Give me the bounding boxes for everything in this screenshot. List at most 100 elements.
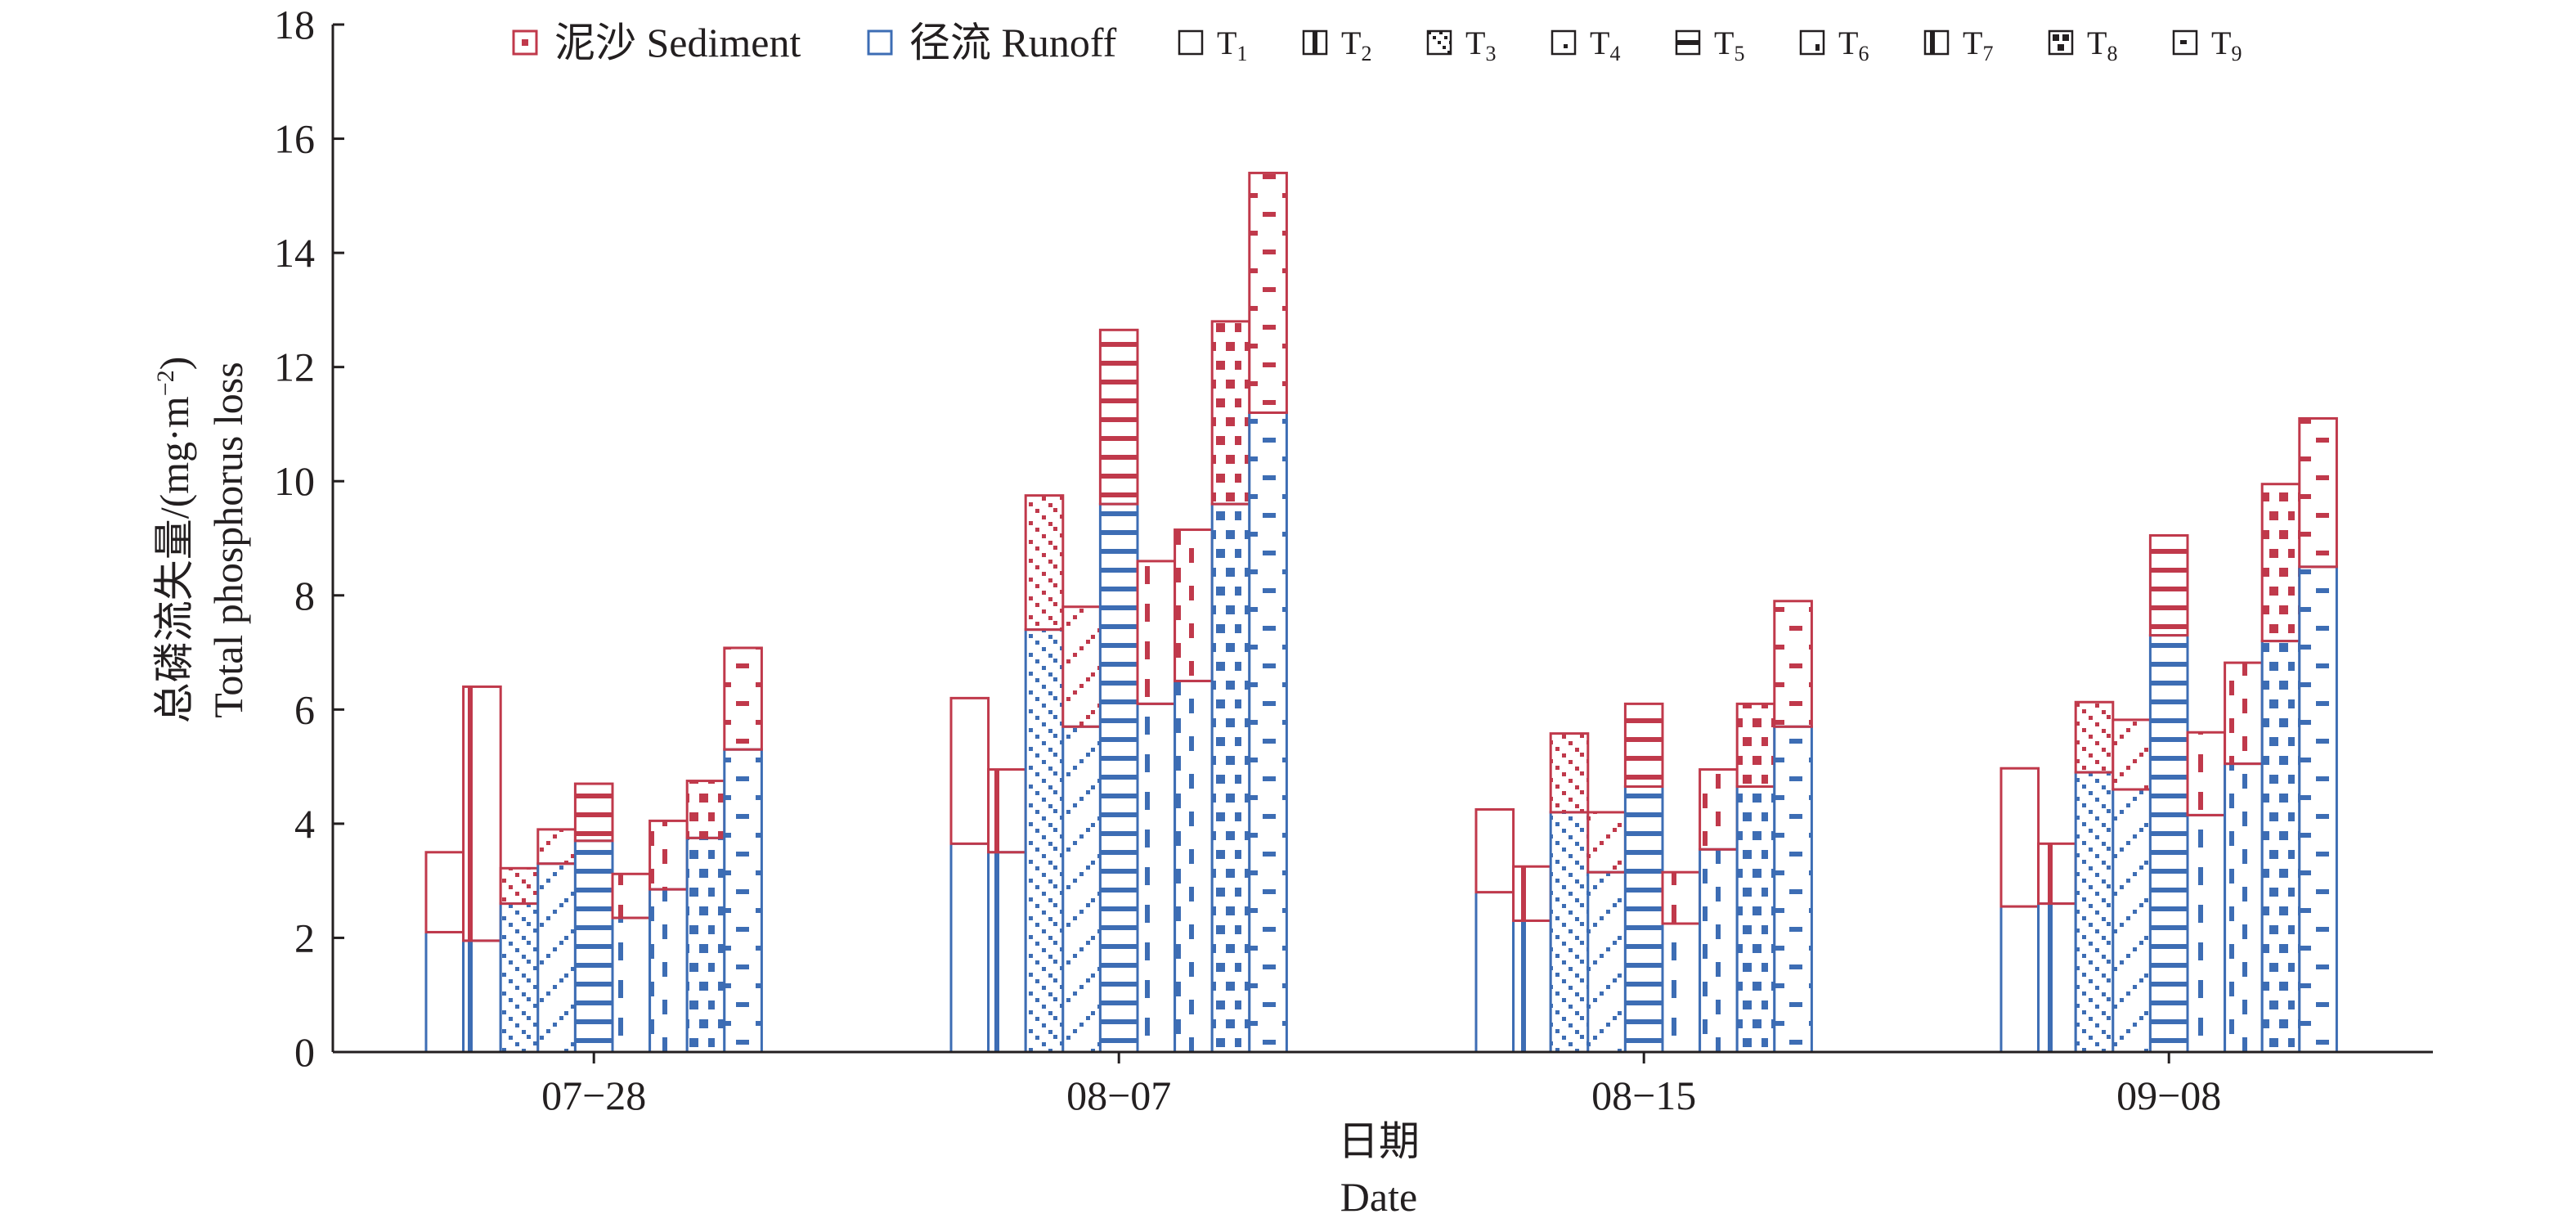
bar-runoff-09−08-T4 [2112,788,2152,1054]
bar-runoff-08−15-T6 [1661,922,1702,1054]
svg-text:泥沙 Sediment: 泥沙 Sediment [554,20,801,65]
bar-sediment-08−15-T1 [1474,807,1515,894]
bar-sediment-07−28-T8 [685,780,726,839]
bar-sediment-07−28-T9 [723,646,763,751]
bar-sediment-09−08-T4 [2112,718,2152,791]
bar-sediment-08−15-T3 [1549,732,1590,814]
bar-runoff-09−08-T9 [2298,565,2338,1054]
bar-runoff-09−08-T6 [2186,813,2227,1054]
svg-text:T4: T4 [1590,25,1620,65]
legend: 泥沙 Sediment 径流 Runoff T1 T2 T3 T4 T5 T6 T7 T8 T9 [512,20,2242,65]
svg-text:T2: T2 [1341,25,1371,65]
bar-sediment-08−07-T8 [1210,320,1251,506]
bar-sediment-07−28-T6 [611,872,652,919]
y-axis-title-zh: 总磷流失量/(mg·m−2) [151,357,197,724]
legend-item-T7: T7 [1923,25,1993,65]
bar-sediment-07−28-T3 [499,866,540,906]
bar-sediment-09−08-T6 [2186,731,2227,816]
bar-runoff-08−07-T2 [987,851,1027,1054]
y-tick-label: 6 [294,686,315,732]
y-tick-label: 12 [274,344,315,390]
x-tick-label: 08−07 [1066,1072,1171,1118]
bar-runoff-09−08-T7 [2224,762,2264,1054]
bar-sediment-08−15-T7 [1699,768,1739,851]
bar-runoff-08−07-T8 [1210,502,1251,1054]
bar-sediment-08−07-T5 [1098,328,1139,506]
bar-sediment-08−07-T3 [1024,494,1065,632]
legend-item-T1: T1 [1178,25,1247,65]
bar-runoff-08−07-T9 [1248,411,1288,1054]
bar-sediment-09−08-T3 [2074,700,2115,774]
bar-runoff-07−28-T7 [648,888,689,1054]
bar-sediment-08−15-T9 [1773,600,1813,728]
y-tick-label: 8 [294,573,315,618]
bar-sediment-09−08-T2 [2037,842,2077,906]
y-axis-title-en: Total phosphorus loss [205,362,251,717]
svg-text:T3: T3 [1465,25,1496,65]
svg-text:T1: T1 [1217,25,1247,65]
bar-runoff-08−15-T4 [1586,870,1627,1054]
svg-text:T5: T5 [1714,25,1744,65]
bar-runoff-08−07-T7 [1174,679,1214,1054]
bar-sediment-07−28-T4 [536,828,577,866]
bar-runoff-08−15-T2 [1512,919,1552,1054]
bar-sediment-07−28-T2 [462,685,502,942]
bar-sediment-08−07-T6 [1136,560,1177,705]
bar-sediment-08−07-T2 [987,768,1027,854]
bar-runoff-07−28-T9 [723,748,763,1054]
axis-titles: 总磷流失量/(mg·m−2) Total phosphorus loss 日期 … [151,357,1420,1220]
bar-runoff-07−28-T6 [611,916,652,1054]
legend-item-sediment: 泥沙 Sediment [512,20,801,65]
bar-runoff-09−08-T1 [1999,905,2040,1054]
y-tick-label: 18 [274,2,315,47]
bar-runoff-08−07-T4 [1061,725,1102,1054]
svg-text:T8: T8 [2087,25,2117,65]
y-tick-label: 4 [294,801,315,847]
bar-runoff-07−28-T1 [424,930,465,1054]
bar-runoff-09−08-T5 [2148,634,2189,1054]
bar-runoff-07−28-T8 [685,836,726,1054]
legend-item-runoff: 径流 Runoff [867,20,1117,65]
bar-sediment-08−15-T6 [1661,870,1702,925]
bars-group [424,171,2338,1054]
bar-sediment-09−08-T9 [2298,416,2338,569]
bar-sediment-08−07-T7 [1174,528,1214,682]
legend-item-T5: T5 [1675,25,1744,65]
bar-runoff-09−08-T3 [2074,771,2115,1054]
legend-item-T8: T8 [2048,25,2117,65]
bar-sediment-09−08-T7 [2224,661,2264,766]
y-tick-label: 10 [274,458,315,504]
bar-runoff-08−07-T6 [1136,702,1177,1054]
bar-sediment-07−28-T7 [648,819,689,891]
axes-group: 0 2 4 6 8 10 12 14 16 18 07−28 08−07 08−15 09−08 [274,2,2433,1118]
x-tick-label: 08−15 [1591,1072,1696,1118]
x-axis-title-zh: 日期 [1338,1118,1420,1164]
bar-runoff-08−15-T8 [1735,785,1776,1054]
y-tick-label: 14 [274,230,315,276]
bar-runoff-07−28-T3 [499,902,540,1054]
bar-runoff-09−08-T8 [2260,640,2301,1054]
legend-item-T3: T3 [1426,25,1496,65]
bar-sediment-08−15-T5 [1623,702,1664,789]
legend-item-T4: T4 [1551,25,1620,65]
svg-text:T9: T9 [2211,25,2242,65]
bar-runoff-07−28-T2 [462,939,502,1054]
svg-text:T7: T7 [1963,25,1993,65]
legend-item-T9: T9 [2172,25,2242,65]
x-tick-label: 07−28 [541,1072,646,1118]
bar-runoff-08−15-T1 [1474,891,1515,1054]
bar-runoff-08−15-T5 [1623,785,1664,1054]
bar-sediment-09−08-T1 [1999,767,2040,908]
bar-runoff-07−28-T4 [536,862,577,1054]
bar-sediment-08−07-T1 [949,696,990,845]
bar-sediment-07−28-T1 [424,851,465,933]
y-tick-label: 16 [274,116,315,162]
bar-runoff-08−07-T3 [1024,628,1065,1054]
bar-sediment-08−07-T4 [1061,605,1102,728]
bar-sediment-08−15-T8 [1735,702,1776,789]
y-tick-label: 0 [294,1029,315,1075]
svg-text:T6: T6 [1838,25,1869,65]
x-axis-title-en: Date [1340,1174,1417,1220]
bar-runoff-08−15-T7 [1699,848,1739,1054]
y-tick-label: 2 [294,915,315,960]
